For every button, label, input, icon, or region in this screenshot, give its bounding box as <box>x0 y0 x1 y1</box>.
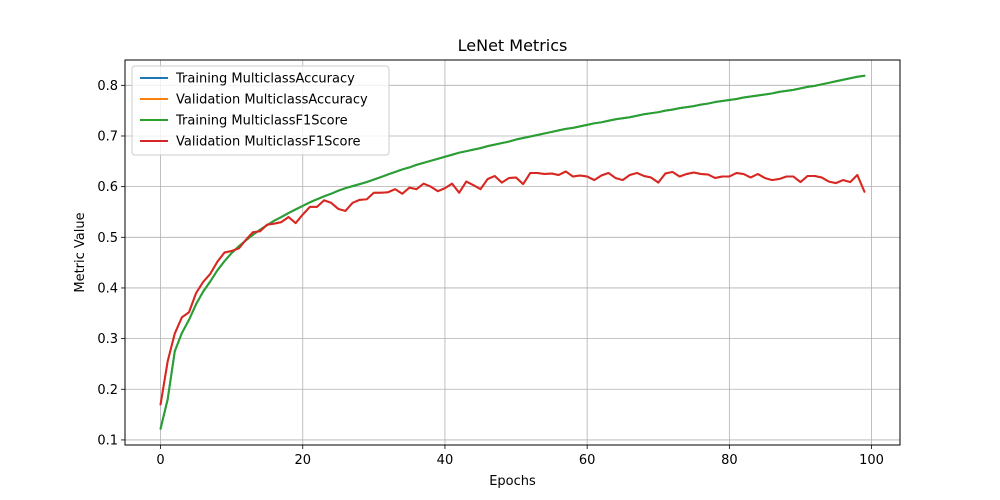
chart-title: LeNet Metrics <box>458 36 568 55</box>
plot-frame <box>124 59 901 446</box>
series-line-2 <box>159 74 866 430</box>
x-tick-label: 20 <box>294 453 311 468</box>
y-axis-ticks: 0.1 0.2 0.3 0.4 0.5 0.6 0.7 0.8 <box>97 79 125 448</box>
x-tick-label: 80 <box>721 453 738 468</box>
y-tick-label: 0.5 <box>97 231 118 246</box>
y-tick-label: 0.7 <box>97 129 118 144</box>
y-tick-label: 0.6 <box>97 180 118 195</box>
y-tick-label: 0.4 <box>97 281 118 296</box>
x-tick-label: 60 <box>579 453 596 468</box>
y-axis-title: Metric Value <box>73 212 88 292</box>
y-tick-label: 0.1 <box>97 433 118 448</box>
x-axis-ticks: 0 20 40 60 80 100 <box>156 445 884 468</box>
legend-label: Training MulticlassF1Score <box>175 114 348 129</box>
y-tick-label: 0.3 <box>97 332 118 347</box>
legend: Training MulticlassAccuracy Validation Mu… <box>131 65 390 156</box>
series-line-3 <box>159 170 866 406</box>
legend-label: Validation MulticlassAccuracy <box>176 93 368 108</box>
y-tick-label: 0.2 <box>97 383 118 398</box>
grid-lines <box>125 60 900 445</box>
series-lines <box>159 74 866 430</box>
legend-label: Training MulticlassAccuracy <box>175 72 355 87</box>
legend-box <box>131 65 390 156</box>
x-axis-title: Epochs <box>489 474 536 489</box>
y-tick-label: 0.8 <box>97 79 118 94</box>
x-tick-label: 40 <box>437 453 454 468</box>
x-tick-label: 0 <box>156 453 164 468</box>
legend-label: Validation MulticlassF1Score <box>176 135 361 150</box>
x-tick-label: 100 <box>859 453 884 468</box>
